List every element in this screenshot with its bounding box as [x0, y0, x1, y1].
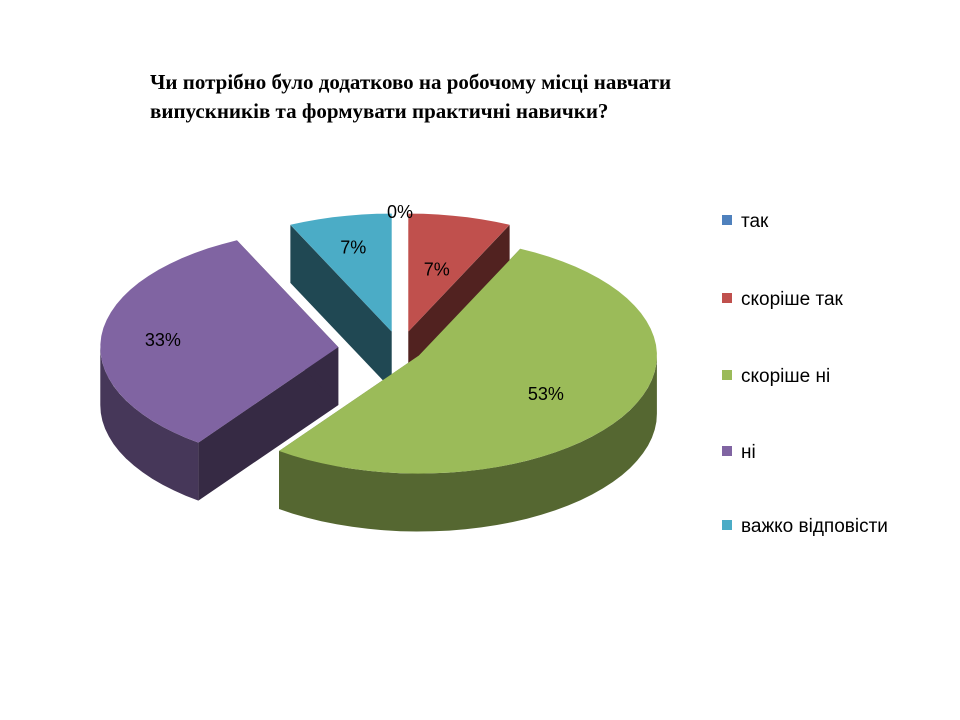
legend-label: так — [741, 211, 769, 232]
chart-title-line-2: випускників та формувати практичні навич… — [150, 99, 609, 123]
legend-label: скоріше ні — [741, 366, 831, 387]
legend-item-skorishe-tak: скоріше так — [722, 286, 891, 314]
legend-item-ni: ні — [722, 439, 891, 467]
pie-slices — [100, 213, 657, 532]
chart-title: Чи потрібно було додатково на робочому м… — [150, 68, 770, 126]
legend-swatch-icon — [722, 520, 732, 530]
slice-top-face — [279, 248, 657, 474]
pie-slice — [290, 213, 392, 390]
legend-swatch-icon — [722, 370, 732, 380]
slice-side-face — [198, 347, 339, 501]
legend-item-tak: так — [722, 208, 891, 236]
pie-data-labels: 0% 7% 53% 33% 7% — [145, 202, 564, 404]
data-label: 33% — [145, 330, 181, 350]
legend-label: важко відповісти — [741, 516, 888, 537]
slice-top-face — [408, 213, 510, 332]
legend-swatch-icon — [722, 215, 732, 225]
legend-item-vazhko-vidpovisty: важко відповісти — [722, 513, 891, 541]
pie-slice — [279, 248, 657, 532]
data-label: 53% — [528, 384, 564, 404]
data-label: 7% — [340, 237, 366, 257]
pie-slice — [100, 240, 339, 501]
legend-swatch-icon — [722, 446, 732, 456]
legend-label: скоріше так — [741, 289, 843, 310]
slice-outer-wall — [100, 347, 199, 501]
slice-outer-wall — [279, 355, 657, 532]
legend-item-skorishe-ni: скоріше ні — [722, 363, 891, 391]
data-label: 0% — [387, 202, 413, 222]
legend-label: ні — [741, 442, 756, 463]
data-label: 7% — [424, 259, 450, 279]
legend-swatch-icon — [722, 293, 732, 303]
slice-top-face — [290, 213, 392, 332]
slice-top-face — [100, 240, 339, 443]
slice-side-face — [290, 224, 392, 390]
chart-title-line-1: Чи потрібно було додатково на робочому м… — [150, 70, 672, 94]
